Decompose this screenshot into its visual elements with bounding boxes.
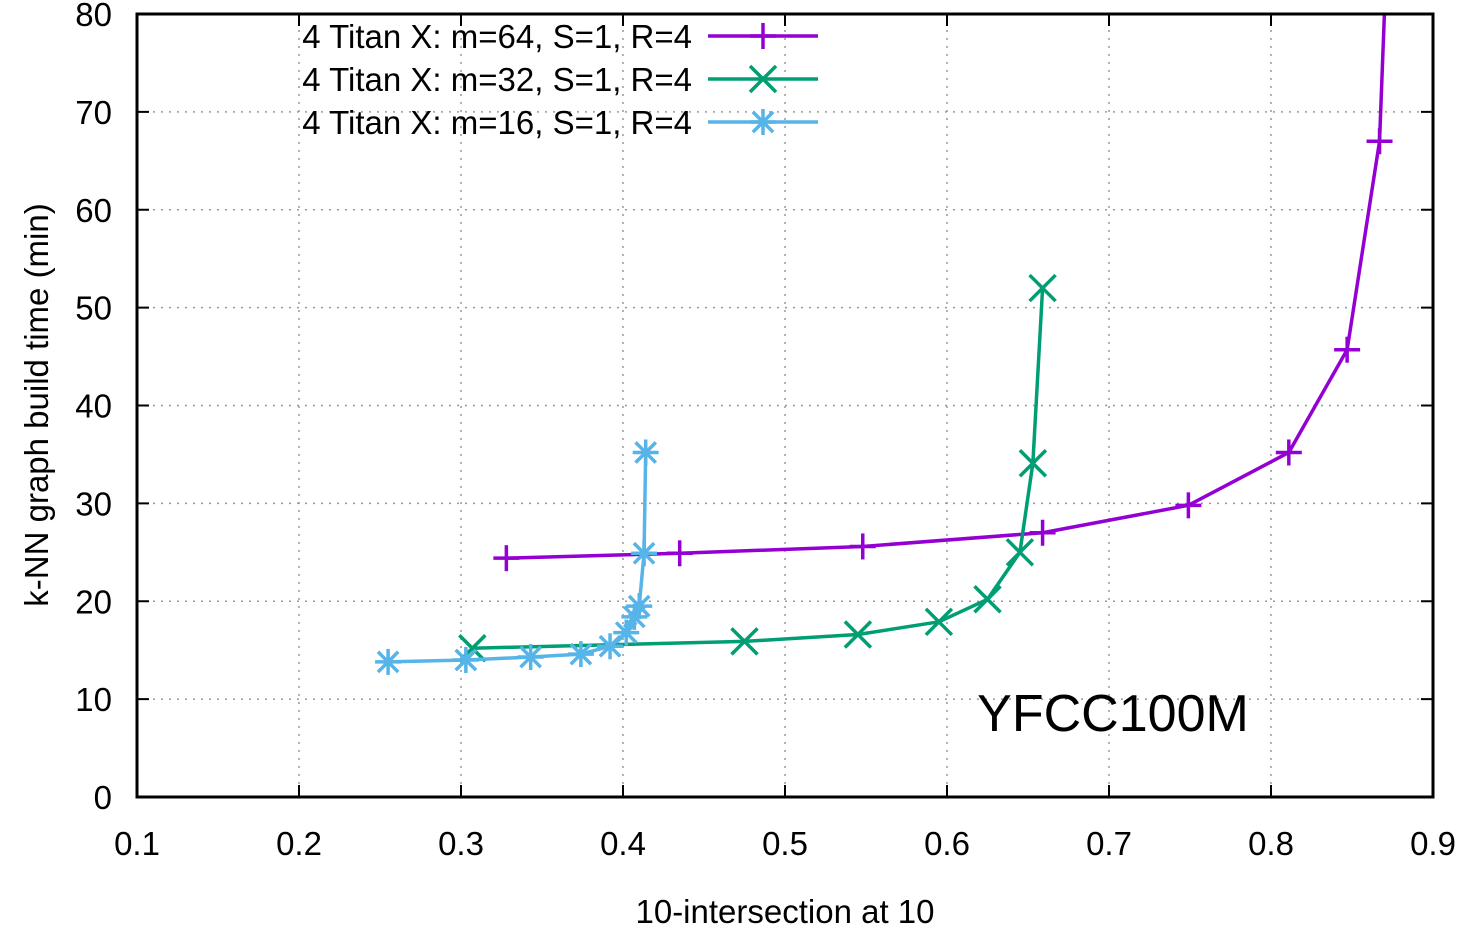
data-point-marker	[626, 593, 653, 620]
data-point-marker	[375, 648, 402, 675]
x-tick-label: 0.7	[1086, 825, 1132, 862]
legend-marker	[750, 109, 776, 135]
data-point-marker	[632, 439, 659, 466]
data-point-marker	[730, 627, 759, 656]
y-tick-label: 20	[75, 583, 112, 620]
data-point-marker	[452, 646, 479, 673]
data-point-marker	[1275, 439, 1302, 466]
dataset-annotation: YFCC100M	[977, 685, 1249, 743]
y-tick-label: 60	[75, 192, 112, 229]
x-tick-label: 0.8	[1248, 825, 1294, 862]
data-point-marker	[1005, 538, 1035, 567]
y-tick-label: 40	[75, 388, 112, 425]
data-point-marker	[1334, 336, 1361, 363]
data-point-marker	[567, 641, 594, 668]
series-line-2	[472, 287, 1045, 650]
y-tick-label: 50	[75, 290, 112, 327]
legend-label: 4 Titan X: m=32, S=1, R=4	[302, 61, 692, 98]
x-tick-label: 0.4	[600, 825, 646, 862]
data-point-marker	[493, 545, 520, 572]
x-tick-label: 0.1	[114, 825, 160, 862]
data-point-marker	[843, 620, 873, 649]
data-point-marker	[1366, 128, 1393, 155]
axis-ticks: 0.1 0.2 0.3 0.4 0.5 0.6 0.7 0.8 0.9 0 10 20 30 40 50 60…	[75, 0, 1456, 862]
y-tick-label: 30	[75, 485, 112, 522]
data-point-marker	[1175, 492, 1202, 519]
x-tick-label: 0.2	[276, 825, 322, 862]
data-point-marker	[517, 644, 544, 671]
data-point-marker	[1029, 519, 1056, 546]
legend: 4 Titan X: m=64, S=1, R=4 4 Titan X: m=32…	[302, 18, 818, 141]
data-point-marker	[973, 585, 1002, 614]
data-point-marker	[631, 540, 658, 567]
data-point-marker	[597, 633, 624, 660]
grid-lines	[137, 14, 1433, 797]
x-tick-label: 0.6	[924, 825, 970, 862]
data-point-marker	[1028, 273, 1057, 303]
x-tick-label: 0.3	[438, 825, 484, 862]
legend-marker	[748, 64, 778, 94]
data-point-marker	[849, 533, 876, 560]
data-point-marker	[924, 607, 954, 637]
y-tick-label: 10	[75, 681, 112, 718]
y-tick-label: 70	[75, 94, 112, 131]
legend-marker	[750, 23, 776, 49]
y-tick-label: 80	[75, 0, 112, 33]
y-tick-label: 0	[94, 779, 112, 816]
series-layer	[375, 14, 1393, 675]
legend-label: 4 Titan X: m=64, S=1, R=4	[302, 18, 692, 55]
x-tick-label: 0.9	[1410, 825, 1456, 862]
data-point-marker	[666, 540, 693, 567]
x-tick-label: 0.5	[762, 825, 808, 862]
y-axis-title: k-NN graph build time (min)	[18, 203, 55, 606]
x-axis-title: 10-intersection at 10	[635, 893, 934, 930]
data-point-marker	[1018, 449, 1048, 478]
legend-label: 4 Titan X: m=16, S=1, R=4	[302, 104, 692, 141]
